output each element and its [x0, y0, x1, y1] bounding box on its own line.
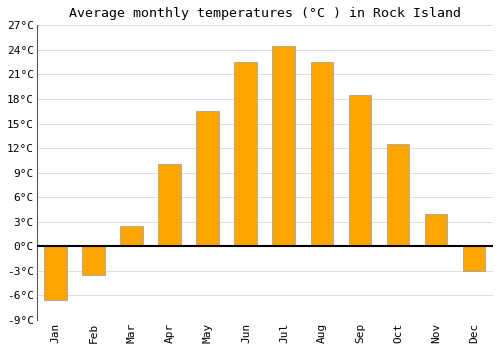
Bar	[348, 95, 372, 246]
Bar	[386, 144, 409, 246]
Bar	[310, 62, 334, 246]
Bar	[196, 111, 220, 246]
Bar	[44, 246, 67, 300]
Bar	[462, 246, 485, 271]
Bar	[234, 62, 258, 246]
Bar	[158, 164, 181, 246]
Bar	[424, 214, 448, 246]
Bar	[82, 246, 105, 275]
Bar	[120, 226, 143, 246]
Title: Average monthly temperatures (°C ) in Rock Island: Average monthly temperatures (°C ) in Ro…	[69, 7, 461, 20]
Bar	[272, 46, 295, 246]
